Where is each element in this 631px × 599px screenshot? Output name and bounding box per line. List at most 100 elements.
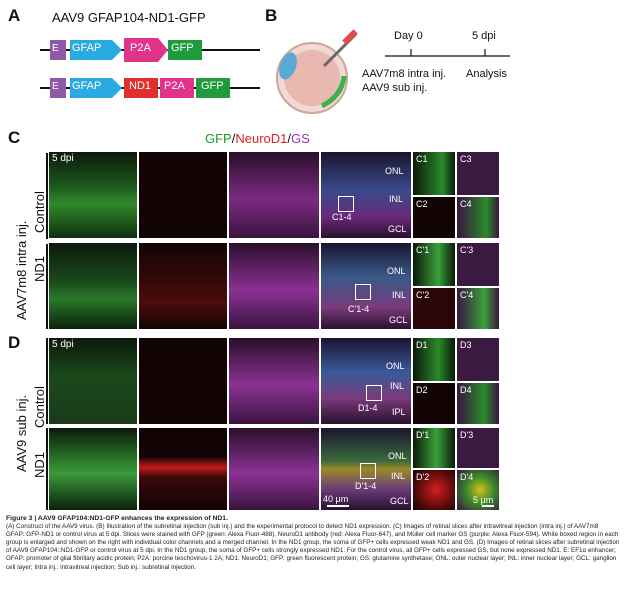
d-control-gfp-image (49, 338, 137, 424)
construct-title: AAV9 GFAP104-ND1-GFP (52, 10, 206, 25)
d2-zoom (413, 383, 455, 424)
p2a-block (124, 38, 168, 62)
c-zoom-box-2 (355, 284, 371, 300)
d-zoom-label-3: D3 (460, 340, 472, 350)
panel-b-label: B (265, 6, 278, 25)
c-box2-label: C'1-4 (348, 304, 370, 314)
panel-a-label: A (8, 6, 21, 25)
legend-gs: GS (291, 131, 310, 146)
d4p-zoom (457, 470, 499, 510)
c-nd1-neurod1-image (139, 243, 227, 329)
d1p-zoom (413, 428, 455, 468)
panel-d-group-label: AAV9 sub inj. (14, 394, 29, 472)
eye-injection-illustration (276, 29, 358, 114)
c-control-gs-image (229, 152, 319, 238)
timeline-inj2: AAV9 sub inj. (362, 82, 428, 94)
d3p-zoom (457, 428, 499, 468)
c-gcl-2: GCL (389, 315, 408, 325)
d-dpi-label: 5 dpi (52, 339, 74, 350)
d-control-merge-image (321, 338, 411, 424)
c-inl-1: INL (389, 194, 404, 204)
r2-gfap: GFAP (72, 80, 102, 92)
r2-e: E (52, 81, 59, 92)
c3-zoom (457, 152, 499, 195)
dp-zoom-label-1: D'1 (416, 430, 430, 440)
d-gcl-2: GCL (390, 496, 409, 506)
d-inl-2: INL (391, 471, 406, 481)
caption-title: Figure 3 | AAV9 GFAP104:ND1-GFP enhances… (6, 515, 228, 522)
d-control-neurod1-image (139, 338, 227, 424)
panel-c-nd1-label: ND1 (32, 255, 47, 282)
legend-gfp: GFP (205, 131, 232, 146)
d-zoom-box-2 (360, 463, 376, 479)
dp-zoom-label-3: D'3 (460, 430, 474, 440)
c1-zoom (413, 152, 455, 195)
d1-zoom (413, 338, 455, 381)
scale-label-5: 5 μm (473, 495, 494, 505)
d-nd1-gs-image (229, 428, 319, 510)
c-inl-2: INL (392, 290, 407, 300)
d-nd1-gfp-image (49, 428, 137, 510)
channel-legend: GFP/NeuroD1/GS (205, 131, 310, 146)
legend-sep2: / (287, 131, 292, 146)
c3p-zoom (457, 243, 499, 286)
r1-p2a: P2A (130, 42, 151, 54)
d-zoom-box-1 (366, 385, 382, 401)
c-nd1-merge-image (321, 243, 411, 329)
timeline-day0: Day 0 (394, 30, 423, 42)
r1-gfap: GFAP (72, 42, 102, 54)
d-nd1-neurod1-image (139, 428, 227, 510)
gfp-block (168, 40, 202, 60)
nd1-block (124, 78, 158, 98)
c-zoom-box-1 (338, 196, 354, 212)
c-box1-label: C1-4 (332, 212, 352, 222)
r2-gfp: GFP (201, 80, 224, 92)
d-zoom-label-2: D2 (416, 385, 428, 395)
legend-sep1: / (231, 131, 236, 146)
panel-d-label: D (8, 333, 21, 352)
cp-zoom-label-3: C'3 (460, 245, 474, 255)
d-inl-1: INL (390, 381, 405, 391)
enhancer-block (50, 40, 66, 60)
timeline-analysis: Analysis (466, 68, 507, 80)
c-onl-2: ONL (387, 266, 406, 276)
scale-bar-40 (327, 505, 349, 507)
c-zoom-label-3: C3 (460, 154, 472, 164)
c-zoom-label-2: C2 (416, 199, 428, 209)
panel-d-nd1-label: ND1 (32, 451, 47, 478)
r2-nd1: ND1 (129, 80, 152, 92)
c-dpi-label: 5 dpi (52, 153, 74, 164)
c1p-zoom (413, 243, 455, 286)
panel-d-control-label: Control (32, 386, 47, 428)
caption-body: (A) Construct of the AAV9 virus. (B) Ill… (6, 523, 620, 571)
c-nd1-gfp-image (49, 243, 137, 329)
construct-diagram (40, 38, 260, 98)
d-zoom-label-1: D1 (416, 340, 428, 350)
dp-zoom-label-2: D'2 (416, 472, 430, 482)
timeline-axis (385, 49, 510, 57)
c-control-gfp-image (49, 152, 137, 238)
dp-zoom-label-4: D'4 (460, 472, 474, 482)
r1-e: E (52, 43, 59, 54)
timeline-5dpi: 5 dpi (472, 30, 496, 42)
scale-label-40: 40 μm (323, 494, 349, 504)
timeline-inj1: AAV7m8 intra inj. (362, 68, 447, 80)
d-onl-1: ONL (386, 361, 405, 371)
cp-zoom-label-2: C'2 (416, 290, 430, 300)
d-box2-label: D'1-4 (355, 481, 377, 491)
c2-zoom (413, 197, 455, 238)
c-zoom-label-4: C4 (460, 199, 472, 209)
d-nd1-merge-image (321, 428, 411, 510)
d-control-gs-image (229, 338, 319, 424)
c-control-merge-image (321, 152, 411, 238)
gfap-promoter-arrow (70, 40, 122, 60)
panel-c-control-label: Control (32, 191, 47, 233)
c-control-neurod1-image (139, 152, 227, 238)
d-ipl-1: IPL (392, 407, 406, 417)
r1-gfp: GFP (171, 42, 194, 54)
d-zoom-label-4: D4 (460, 385, 472, 395)
d-onl-2: ONL (388, 451, 407, 461)
figure-caption: Figure 3 | AAV9 GFAP104:ND1-GFP enhances… (6, 515, 626, 572)
d3-zoom (457, 338, 499, 381)
cp-zoom-label-1: C'1 (416, 245, 430, 255)
